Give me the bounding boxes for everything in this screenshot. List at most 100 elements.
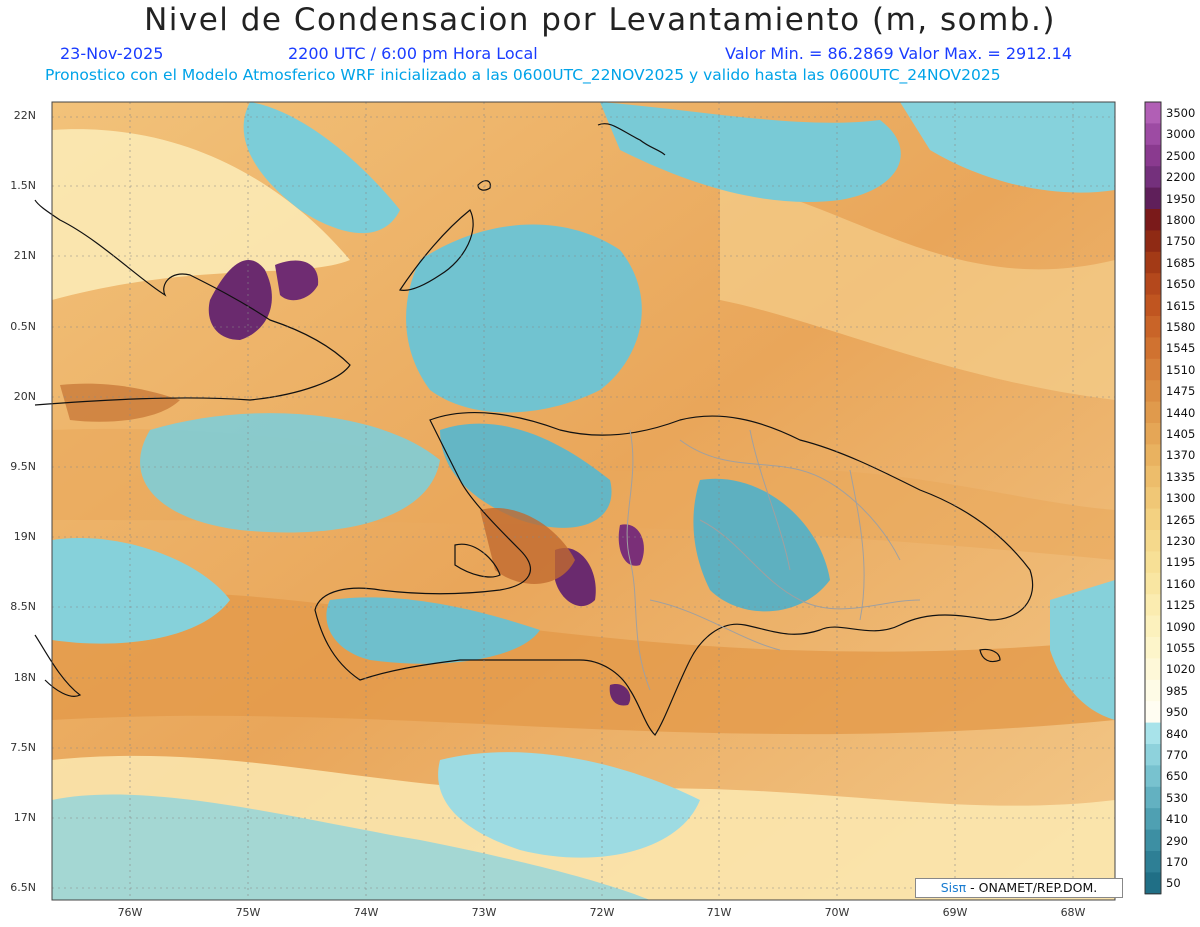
colorbar-swatch (1145, 765, 1161, 788)
colorbar-label: 1055 (1166, 641, 1196, 655)
colorbar-label: 3000 (1166, 127, 1196, 142)
colorbar-swatch (1145, 273, 1161, 296)
colorbar-label: 1370 (1166, 448, 1196, 463)
colorbar-label: 1195 (1166, 555, 1196, 570)
colorbar-swatch (1145, 551, 1161, 574)
colorbar-swatch (1145, 294, 1161, 317)
colorbar-swatch (1145, 251, 1161, 274)
lat-label: 22N (13, 109, 36, 122)
colorbar-swatch (1145, 808, 1161, 831)
colorbar-label: 1685 (1166, 255, 1196, 270)
colorbar-label: 1950 (1166, 191, 1196, 206)
colorbar-swatch (1145, 851, 1161, 873)
colorbar-swatch (1145, 744, 1161, 766)
colorbar-label: 1300 (1166, 491, 1196, 506)
lat-label: 18N (13, 671, 36, 684)
colorbar-swatch (1145, 594, 1161, 617)
colorbar-swatch (1145, 358, 1161, 381)
lat-label: 6.5N (10, 881, 36, 894)
lon-label: 70W (824, 906, 850, 919)
colorbar-swatch (1145, 829, 1161, 852)
lon-label: 76W (117, 906, 143, 919)
colorbar-label: 1160 (1166, 576, 1196, 591)
colorbar-swatch (1145, 209, 1161, 231)
colorbar-label: 1230 (1166, 534, 1196, 548)
colorbar-label: 770 (1166, 748, 1188, 762)
colorbar-label: 1650 (1166, 277, 1196, 292)
colorbar-swatch (1145, 722, 1161, 745)
lon-label: 73W (471, 906, 497, 919)
colorbar-label: 1615 (1166, 298, 1196, 313)
lon-label: 72W (589, 906, 615, 919)
colorbar-label: 1335 (1166, 469, 1196, 484)
colorbar-swatch (1145, 679, 1161, 702)
lat-label: 17N (13, 811, 36, 824)
lat-label: 20N (13, 390, 36, 403)
colorbar-swatch (1145, 230, 1161, 253)
colorbar-label: 1125 (1166, 598, 1196, 613)
colorbar-swatch (1145, 166, 1161, 189)
lat-label: 1.5N (10, 179, 36, 192)
colorbar-swatch (1145, 615, 1161, 638)
colorbar-swatch (1145, 487, 1161, 510)
colorbar-swatch (1145, 401, 1161, 424)
colorbar-swatch (1145, 637, 1161, 659)
forecast-info: Pronostico con el Modelo Atmosferico WRF… (45, 66, 1001, 84)
lat-label: 0.5N (10, 320, 36, 333)
colorbar-swatch (1145, 658, 1161, 681)
colorbar-label: 1020 (1166, 662, 1196, 677)
colorbar-label: 1265 (1166, 512, 1196, 527)
colorbar-swatch (1145, 123, 1161, 146)
colorbar-label: 950 (1166, 705, 1188, 720)
colorbar-label: 1440 (1166, 405, 1196, 420)
colorbar-swatch (1145, 102, 1161, 124)
colorbar-label: 2500 (1166, 148, 1196, 163)
colorbar-swatch (1145, 423, 1161, 445)
plot-frame (51, 101, 1116, 901)
lon-label: 71W (706, 906, 732, 919)
colorbar-label: 2200 (1166, 170, 1196, 185)
lat-label: 9.5N (10, 460, 36, 473)
colorbar-frame (1144, 101, 1162, 895)
colorbar-swatch (1145, 187, 1161, 210)
colorbar-swatch (1145, 380, 1161, 403)
colorbar-label: 1545 (1166, 341, 1196, 356)
colorbar-swatch (1145, 465, 1161, 488)
colorbar-label: 1405 (1166, 427, 1196, 441)
colorbar-label: 1580 (1166, 320, 1196, 334)
lon-label: 69W (942, 906, 968, 919)
colorbar-swatch (1145, 872, 1161, 895)
lon-label: 75W (235, 906, 261, 919)
valid-time-label: 2200 UTC / 6:00 pm Hora Local (288, 44, 538, 63)
colorbar-swatch (1145, 572, 1161, 595)
lon-label: 74W (353, 906, 379, 919)
date-label: 23-Nov-2025 (60, 44, 164, 63)
colorbar-swatch (1145, 144, 1161, 167)
map-title: Nivel de Condensacion por Levantamiento … (144, 2, 1056, 38)
colorbar-swatch (1145, 530, 1161, 552)
colorbar-label: 410 (1166, 812, 1188, 827)
colorbar (1144, 101, 1162, 895)
colorbar-label: 1800 (1166, 213, 1196, 227)
colorbar-label: 985 (1166, 683, 1188, 698)
province-borders (626, 429, 921, 691)
colorbar-label: 650 (1166, 769, 1188, 784)
colorbar-swatch (1145, 508, 1161, 531)
colorbar-label: 1510 (1166, 362, 1196, 377)
colorbar-swatch (1145, 316, 1161, 338)
colorbar-label: 840 (1166, 726, 1188, 741)
colorbar-label: 170 (1166, 855, 1188, 869)
lat-label: 21N (13, 249, 36, 262)
coastlines (34, 123, 1034, 736)
colorbar-swatch (1145, 337, 1161, 360)
credit-org: - ONAMET/REP.DOM. (966, 880, 1098, 895)
credit-box: Sisπ - ONAMET/REP.DOM. (915, 878, 1123, 898)
colorbar-label: 1750 (1166, 234, 1196, 249)
lat-label: 8.5N (10, 600, 36, 613)
credit-brand: Sisπ (940, 880, 967, 895)
colorbar-label: 1090 (1166, 619, 1196, 634)
lcl-shaded-field (52, 102, 1115, 900)
lat-label: 19N (13, 530, 36, 543)
colorbar-label: 50 (1166, 876, 1181, 891)
